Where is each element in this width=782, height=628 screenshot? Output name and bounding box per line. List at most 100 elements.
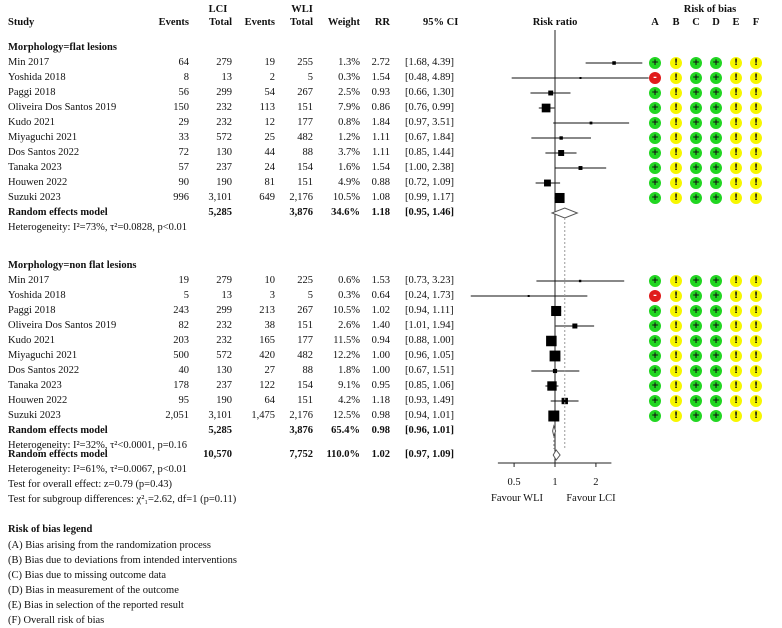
study-row: Yoshida 2018 5 13 3 5 0.3% 0.64 [0.24, 1.73] -! +… [0, 288, 782, 304]
bias-judgement-f: ! [750, 290, 762, 302]
lci-total: 299 [216, 87, 232, 98]
wli-total: 177 [297, 335, 313, 346]
study-square [579, 77, 582, 79]
bias-judgement-c: + [690, 177, 702, 189]
wli-total: 267 [297, 305, 313, 316]
lci-total: 572 [216, 350, 232, 361]
wli-total: 225 [297, 275, 313, 286]
bias-judgement-f: ! [750, 57, 762, 69]
lci-total: 232 [216, 335, 232, 346]
lci-events: 203 [173, 335, 189, 346]
summary-lci-total: 5,285 [208, 425, 232, 436]
study-square [612, 61, 616, 65]
bias-judgement-d: + [710, 147, 722, 159]
bias-judgement-e: ! [730, 365, 742, 377]
study-square [549, 350, 561, 362]
rr-value: 1.54 [371, 72, 390, 83]
study-name: Miyaguchi 2021 [8, 350, 78, 361]
lci-events: 8 [183, 72, 189, 83]
wli-total: 88 [302, 365, 314, 376]
bias-judgement-f: ! [750, 350, 762, 362]
bias-judgement-b: ! [670, 192, 682, 204]
header-rr: RR [374, 17, 390, 28]
study-row: Miyaguchi 2021 500 572 420 482 12.2% 1.00 [0.96… [0, 348, 782, 364]
bias-judgement-c: + [690, 72, 702, 84]
ci-value: [0.88, 1.00] [405, 335, 454, 346]
bias-judgement-b: ! [670, 305, 682, 317]
lci-total: 232 [216, 117, 232, 128]
bias-legend-item: (B) Bias due to deviations from intended… [8, 555, 237, 566]
bias-judgement-d: + [710, 395, 722, 407]
bias-col-F: F [752, 17, 760, 28]
lci-total: 3,101 [208, 192, 232, 203]
bias-judgement-b: ! [670, 335, 682, 347]
rr-value: 1.40 [371, 320, 390, 331]
ci-value: [0.67, 1.84] [405, 132, 454, 143]
overall-label: Random effects model [8, 449, 108, 460]
bias-judgement-f: ! [750, 320, 762, 332]
study-row: Kudo 2021 203 232 165 177 11.5% 0.94 [0.88, 1.0… [0, 333, 782, 349]
weight-value: 7.9% [338, 102, 360, 113]
summary-weight: 65.4% [331, 425, 360, 436]
ci-value: [0.94, 1.11] [405, 305, 454, 316]
lci-events: 500 [173, 350, 189, 361]
bias-judgement-b: ! [670, 177, 682, 189]
bias-judgement-a: + [649, 380, 661, 392]
heterogeneity-row: Heterogeneity: I²=73%, τ²=0.0828, p<0.01 [0, 220, 782, 236]
rr-value: 1.00 [371, 350, 390, 361]
bias-col-A: A [651, 17, 659, 28]
ci-value: [0.93, 1.49] [405, 395, 454, 406]
bias-judgement-f: ! [750, 380, 762, 392]
bias-legend-item: (A) Bias arising from the randomization … [8, 540, 211, 551]
heterogeneity-row: Heterogeneity: I²=32%, τ²<0.0001, p=0.16 [0, 438, 782, 454]
study-square [554, 192, 565, 204]
bias-judgement-e: ! [730, 290, 742, 302]
ci-value: [0.96, 1.05] [405, 350, 454, 361]
lci-total: 279 [216, 275, 232, 286]
ci-value: [0.73, 3.23] [405, 275, 454, 286]
bias-legend-item: (F) Overall risk of bias [8, 615, 105, 626]
lci-total: 299 [216, 305, 232, 316]
ci-value: [0.66, 1.30] [405, 87, 454, 98]
study-name: Miyaguchi 2021 [8, 132, 78, 143]
wli-total: 482 [297, 132, 313, 143]
wli-events: 54 [264, 87, 276, 98]
overall-row: Random effects model 10,570 7,752 110.0% 1.0… [0, 447, 782, 463]
bias-judgement-f: ! [750, 305, 762, 317]
bias-judgement-c: + [690, 290, 702, 302]
bias-judgement-c: + [690, 320, 702, 332]
wli-events: 420 [259, 350, 275, 361]
overall-stats-row: Test for overall effect: z=0.79 (p=0.43) [0, 477, 782, 493]
bias-judgement-e: ! [730, 162, 742, 174]
wli-total: 151 [297, 320, 313, 331]
bias-judgement-a: + [649, 395, 661, 407]
bias-judgement-c: + [690, 117, 702, 129]
wli-events: 1,475 [251, 410, 275, 421]
study-name: Houwen 2022 [8, 177, 68, 188]
wli-events: 38 [264, 320, 276, 331]
wli-events: 213 [259, 305, 275, 316]
lci-events: 5 [183, 290, 189, 301]
study-name: Yoshida 2018 [8, 290, 66, 301]
overall-diamond [552, 449, 561, 461]
summary-ci: [0.96, 1.01] [405, 425, 454, 436]
subgroup-diamond [552, 424, 557, 438]
bias-col-E: E [732, 17, 740, 28]
study-name: Kudo 2021 [8, 117, 55, 128]
rr-value: 1.53 [371, 275, 390, 286]
study-name: Dos Santos 2022 [8, 147, 80, 158]
bias-judgement-b: ! [670, 162, 682, 174]
lci-total: 130 [216, 365, 232, 376]
bias-judgement-d: + [710, 177, 722, 189]
bias-judgement-a: + [649, 57, 661, 69]
bias-judgement-d: + [710, 102, 722, 114]
study-name: Dos Santos 2022 [8, 365, 80, 376]
rr-value: 1.00 [371, 365, 390, 376]
bias-judgement-e: ! [730, 305, 742, 317]
bias-col-B: B [672, 17, 680, 28]
wli-total: 267 [297, 87, 313, 98]
study-name: Tanaka 2023 [8, 380, 62, 391]
bias-judgement-c: + [690, 275, 702, 287]
heterogeneity-text: Heterogeneity: I²=32%, τ²<0.0001, p=0.16 [8, 440, 188, 451]
lci-events: 19 [178, 275, 190, 286]
